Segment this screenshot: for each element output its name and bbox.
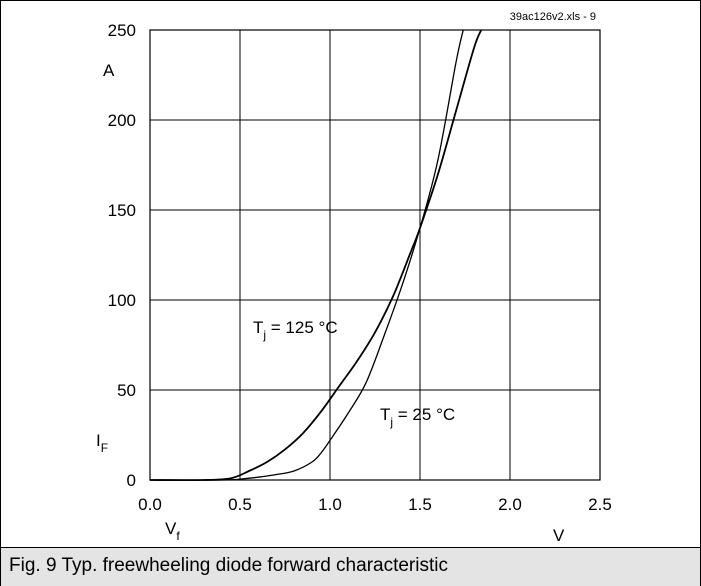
source-tag: 39ac126v2.xls - 9 [510,11,596,23]
y-axis-label-main: I [96,431,101,450]
grid [150,30,600,480]
chart: 0.0 0.5 1.0 1.5 2.0 2.5 0 50 100 150 200 250 39ac12… [96,11,612,545]
x-tick-label: 1.5 [408,495,432,514]
series-label-25c: Tj = 25 °C [380,405,455,429]
series-line-25c [149,29,464,481]
y-tick-label: 100 [108,291,136,310]
y-axis-label-sub: F [101,441,108,455]
x-axis-label-sub: f [176,529,180,543]
x-tick-label: 0.5 [228,495,252,514]
figure-caption: Fig. 9 Typ. freewheeling diode forward c… [9,555,448,576]
x-axis-label-main: V [165,519,177,538]
series-line-125c [149,29,483,482]
y-tick-label: 200 [108,111,136,130]
y-unit-label: A [103,61,115,80]
series-layer [149,29,483,482]
x-tick-label: 2.5 [588,495,612,514]
y-tick-label: 250 [108,21,136,40]
x-unit-label: V [553,526,565,545]
caption-bar: Fig. 9 Typ. freewheeling diode forward c… [1,547,700,586]
x-axis-label: Vf [165,519,180,543]
x-tick-label: 0.0 [138,495,162,514]
plot-area-border [149,29,601,481]
series-label-125c: Tj = 125 °C [253,318,338,342]
y-tick-label: 50 [117,381,136,400]
tick-labels: 0.0 0.5 1.0 1.5 2.0 2.5 0 50 100 150 200 250 [108,21,612,514]
x-tick-label: 2.0 [498,495,522,514]
y-tick-label: 0 [127,471,136,490]
y-axis-label: IF [96,431,108,455]
y-tick-label: 150 [108,201,136,220]
x-tick-label: 1.0 [318,495,342,514]
